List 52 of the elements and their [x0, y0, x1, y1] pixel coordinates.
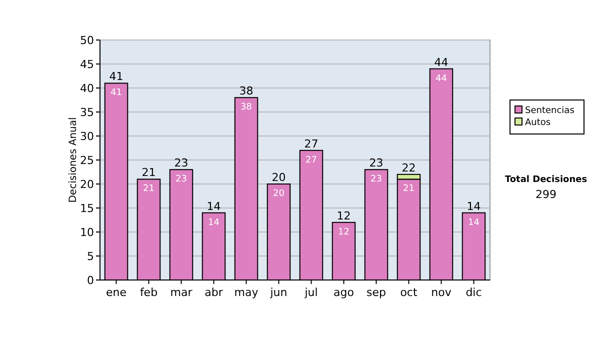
y-tick-label: 25 [80, 154, 94, 167]
total-label: 14 [206, 200, 221, 213]
x-tick-label: sep [366, 286, 386, 299]
data-label: 44 [436, 74, 448, 84]
x-tick-label: may [234, 286, 259, 299]
x-tick-label: jul [304, 286, 318, 299]
y-axis-title: Decisiones Anual [68, 117, 79, 203]
total-label: 38 [239, 84, 254, 98]
total-label: 41 [109, 70, 124, 84]
y-tick-label: 5 [87, 250, 94, 263]
legend-label: Sentencias [525, 106, 575, 116]
y-tick-label: 15 [80, 202, 94, 215]
x-tick-label: oct [400, 286, 418, 299]
total-label: 27 [304, 137, 318, 150]
data-label: 14 [208, 218, 220, 228]
data-label: 14 [468, 218, 480, 228]
x-tick-label: ene [106, 286, 127, 299]
y-tick-label: 10 [80, 226, 94, 239]
y-tick-label: 20 [80, 178, 94, 191]
data-label: 23 [370, 174, 382, 185]
total-label: 22 [402, 161, 416, 174]
x-tick-label: mar [170, 286, 193, 299]
total-label: 23 [174, 156, 188, 170]
y-tick-label: 50 [80, 34, 94, 47]
text: 299 [536, 188, 556, 201]
x-tick-label: ago [334, 286, 354, 299]
y-tick-label: 0 [87, 274, 94, 287]
data-label: 23 [176, 174, 187, 185]
y-tick-label: 45 [80, 58, 94, 71]
total-label: 44 [434, 56, 448, 69]
data-label: 12 [338, 227, 350, 238]
y-tick-label: 30 [80, 130, 94, 143]
y-tick-label: 35 [80, 106, 94, 119]
data-label: 41 [110, 88, 122, 98]
data-label: 38 [240, 102, 252, 113]
x-tick-label: nov [431, 286, 452, 299]
total-label: 14 [466, 200, 481, 213]
x-tick-label: dic [466, 286, 482, 299]
y-tick-label: 40 [80, 82, 94, 95]
x-tick-label: feb [140, 286, 158, 299]
x-tick-label: abr [204, 286, 224, 299]
total-label: 21 [142, 166, 156, 180]
data-label: 27 [306, 155, 317, 166]
text: Total Decisiones [504, 175, 588, 185]
total-label: 12 [336, 209, 351, 222]
data-label: 21 [143, 184, 154, 194]
data-label: 21 [403, 184, 414, 194]
x-tick-label: jun [269, 286, 288, 299]
total-label: 23 [369, 156, 384, 170]
data-label: 20 [273, 189, 285, 199]
legend-label: Autos [525, 118, 551, 128]
total-label: 20 [272, 171, 286, 184]
